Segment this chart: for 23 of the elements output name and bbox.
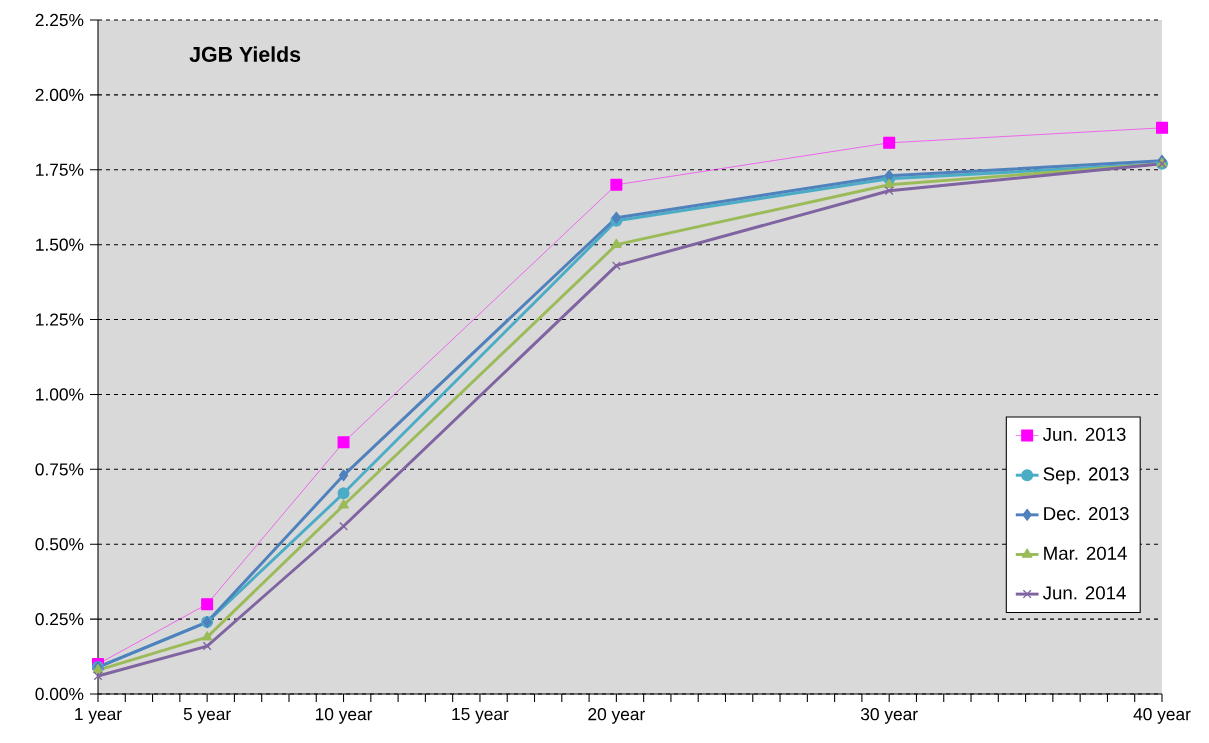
y-tick-label: 0.75% xyxy=(35,463,84,476)
text: JGB Yields xyxy=(189,46,301,62)
y-tick-label: 1.00% xyxy=(36,388,84,401)
x-tick-label: 10 year xyxy=(315,708,373,724)
y-tick-label: 0.00% xyxy=(35,687,84,701)
x-tick-label: 20 year xyxy=(588,708,645,724)
legend-label: Jun. 2013 xyxy=(1042,427,1126,441)
x-tick-label: 15 year xyxy=(452,708,509,724)
y-tick-label: 0.25% xyxy=(35,612,84,626)
legend-label: Sep. 2013 xyxy=(1043,467,1129,485)
legend-label: Jun. 2014 xyxy=(1042,586,1126,600)
y-tick-label: 2.00% xyxy=(35,88,84,102)
legend-label: Mar. 2014 xyxy=(1044,546,1127,560)
y-tick-label: 1.50% xyxy=(36,238,84,251)
y-tick-label: 1.25% xyxy=(36,313,84,326)
x-tick-label: 30 year xyxy=(860,708,918,724)
y-tick-label: 1.75% xyxy=(36,163,84,176)
y-tick-label: 0.50% xyxy=(35,538,84,551)
y-tick-label: 2.25% xyxy=(35,13,84,27)
x-tick-label: 5 year xyxy=(183,708,231,724)
legend-label: Dec. 2013 xyxy=(1044,507,1129,521)
x-tick-label: 40 year xyxy=(1133,708,1191,724)
x-tick-label: 1 year xyxy=(75,708,122,724)
